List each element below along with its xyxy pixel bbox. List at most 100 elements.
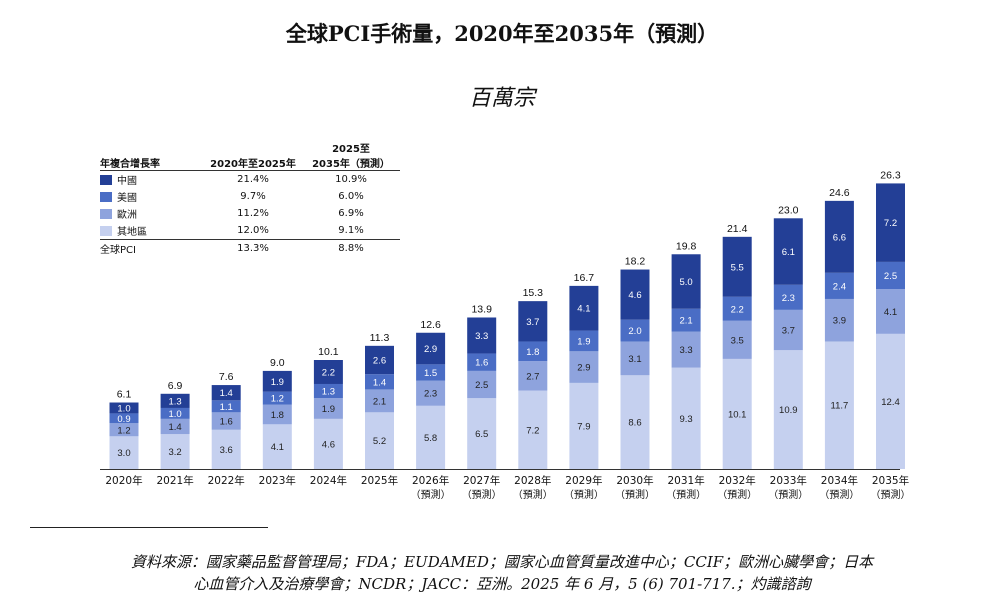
bar-segment — [416, 380, 446, 406]
x-tick-forecast-label: （預測） — [462, 488, 502, 501]
legend-swatch-europe — [100, 209, 112, 219]
legend-cagr-value: 11.2% — [237, 208, 269, 219]
legend-row-global: 全球PCI 13.3% 8.8% — [100, 239, 400, 257]
bar-segment — [467, 353, 497, 371]
bar-total-label: 21.4 — [727, 223, 748, 235]
x-tick-label: 2028年 — [514, 474, 551, 487]
bar-segment-value-label: 1.2 — [117, 425, 130, 436]
legend-cagr-value: 6.9% — [338, 208, 364, 219]
bar-segment — [620, 319, 650, 342]
legend-swatch-other — [100, 226, 112, 236]
bar-segment-value-label: 5.5 — [731, 262, 744, 273]
bar-segment — [262, 370, 292, 392]
bar-segment — [518, 390, 548, 469]
x-tick-label: 2020年 — [105, 474, 142, 487]
legend-swatch-usa — [100, 192, 112, 202]
bar-segment-value-label: 3.0 — [117, 448, 130, 459]
bar-total-label: 9.0 — [270, 357, 285, 369]
bar-segment-value-label: 1.9 — [271, 377, 284, 388]
bar-segment-value-label: 10.9 — [779, 405, 798, 416]
bar-segment-value-label: 5.8 — [424, 433, 437, 444]
bar-segment — [313, 383, 343, 399]
bar-segment-value-label: 1.8 — [271, 410, 284, 421]
x-tick-label: 2023年 — [259, 474, 296, 487]
x-tick-label: 2032年 — [719, 474, 756, 487]
bar-segment-value-label: 2.4 — [833, 281, 846, 292]
bar-segment — [313, 360, 343, 384]
bar-segment-value-label: 1.0 — [117, 403, 130, 414]
bar-segment — [160, 418, 190, 435]
bar-total-label: 13.9 — [471, 303, 492, 315]
bar-segment-value-label: 1.4 — [168, 422, 181, 433]
bar-segment-value-label: 1.4 — [373, 377, 386, 388]
bar-total-label: 10.1 — [318, 346, 339, 358]
bar-segment — [671, 367, 701, 469]
source-note: 資料來源：國家藥品監督管理局；FDA；EUDAMED；國家心血管質量改進中心；C… — [0, 551, 1004, 595]
bar-segment-value-label: 6.1 — [782, 247, 795, 258]
bar-segment — [467, 398, 497, 469]
legend-cagr-value: 9.1% — [338, 225, 364, 236]
bar-segment-value-label: 4.6 — [628, 290, 641, 301]
legend-col2-header-line2: 2035年（預測） — [312, 159, 390, 170]
bar-segment-value-label: 8.6 — [628, 418, 641, 429]
bar-segment — [467, 317, 497, 354]
x-tick-label: 2030年 — [616, 474, 653, 487]
bar-total-label: 19.8 — [676, 240, 697, 252]
bar-segment — [416, 405, 446, 469]
bar-segment — [160, 434, 190, 469]
bar-segment-value-label: 5.2 — [373, 436, 386, 447]
bar-segment-value-label: 3.6 — [220, 445, 233, 456]
bar-segment-value-label: 2.6 — [373, 356, 386, 367]
bar-segment-value-label: 0.9 — [117, 414, 130, 425]
bar-segment-value-label: 4.6 — [322, 439, 335, 450]
bar-segment-value-label: 2.2 — [322, 367, 335, 378]
bar-segment-value-label: 1.9 — [322, 404, 335, 415]
x-tick-forecast-label: （預測） — [615, 488, 655, 501]
bar-segment — [416, 332, 446, 365]
legend-row-europe: 歐洲 11.2% 6.9% — [100, 205, 400, 222]
bar-total-label: 15.3 — [523, 287, 544, 299]
bar-segment-value-label: 2.3 — [424, 389, 437, 400]
bar-segment-value-label: 3.3 — [475, 331, 488, 342]
legend-label: 其地區 — [117, 227, 147, 238]
legend-row-china: 中國 21.4% 10.9% — [100, 171, 400, 189]
bar-segment — [416, 364, 446, 381]
bar-segment-value-label: 4.1 — [271, 442, 284, 453]
bar-total-label: 23.0 — [778, 204, 799, 216]
bar-segment — [211, 385, 241, 401]
legend-label: 中國 — [117, 176, 137, 187]
bar-segment — [518, 341, 548, 362]
bar-segment-value-label: 2.3 — [782, 293, 795, 304]
legend-cagr-value: 9.7% — [240, 191, 266, 202]
bar-segment-value-label: 6.5 — [475, 429, 488, 440]
legend-label: 全球PCI — [100, 239, 204, 257]
bar-segment — [620, 375, 650, 469]
bar-total-label: 11.3 — [370, 332, 390, 344]
cagr-legend-table: 年複合增長率 2020年至2025年 2025至 2035年（預測） 中國 21… — [100, 140, 400, 257]
bar-segment — [211, 400, 241, 413]
bar-segment — [824, 272, 854, 299]
bar-segment — [773, 350, 803, 469]
bar-segment — [109, 436, 139, 469]
bar-segment — [569, 382, 599, 469]
bar-segment-value-label: 3.2 — [168, 447, 181, 458]
bar-segment-value-label: 1.8 — [526, 347, 539, 358]
bar-segment-value-label: 11.7 — [831, 401, 849, 412]
bar-segment — [313, 418, 343, 469]
bar-segment-value-label: 3.3 — [679, 345, 692, 356]
x-tick-label: 2022年 — [208, 474, 245, 487]
source-line-2: 心血管介入及治療學會；NCDR；JACC：亞洲。2025 年 6 月，5 (6)… — [193, 575, 811, 593]
x-tick-label: 2026年 — [412, 474, 449, 487]
legend-cagr-value: 8.8% — [302, 239, 400, 257]
chart-title: 全球PCI手術量，2020年至2035年（預測） — [285, 21, 719, 46]
x-tick-label: 2035年 — [872, 474, 909, 487]
bar-total-label: 7.6 — [219, 371, 234, 383]
bar-segment-value-label: 1.0 — [168, 409, 181, 420]
bar-segment — [365, 374, 394, 390]
x-tick-forecast-label: （預測） — [819, 488, 859, 501]
bar-segment — [569, 351, 599, 383]
bar-segment-value-label: 3.1 — [628, 354, 641, 365]
bar-segment — [620, 341, 650, 376]
bar-segment-value-label: 3.7 — [526, 317, 539, 328]
footnote-divider — [30, 527, 268, 528]
